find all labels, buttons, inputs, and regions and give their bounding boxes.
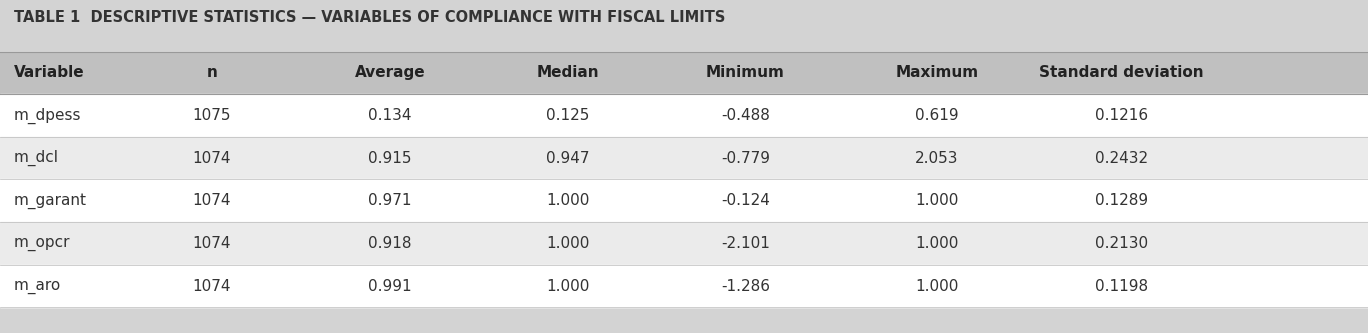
Text: 1.000: 1.000 (915, 236, 959, 251)
Bar (0, 94, 1368, 137)
Text: 0.1216: 0.1216 (1096, 108, 1148, 123)
Text: 0.947: 0.947 (546, 151, 590, 166)
Text: 0.991: 0.991 (368, 278, 412, 294)
Text: 0.918: 0.918 (368, 236, 412, 251)
Text: 0.1289: 0.1289 (1096, 193, 1148, 208)
Bar (0, 137, 1368, 179)
Text: Minimum: Minimum (706, 65, 785, 81)
Bar (0, 52, 1368, 307)
Text: 1.000: 1.000 (915, 193, 959, 208)
Text: 0.2130: 0.2130 (1096, 236, 1148, 251)
Text: 2.053: 2.053 (915, 151, 959, 166)
Text: 0.915: 0.915 (368, 151, 412, 166)
Text: 0.1198: 0.1198 (1096, 278, 1148, 294)
Text: 0.2432: 0.2432 (1096, 151, 1148, 166)
Text: 0.619: 0.619 (915, 108, 959, 123)
Text: 0.971: 0.971 (368, 193, 412, 208)
Text: 1074: 1074 (193, 278, 231, 294)
Text: TABLE 1  DESCRIPTIVE STATISTICS — VARIABLES OF COMPLIANCE WITH FISCAL LIMITS: TABLE 1 DESCRIPTIVE STATISTICS — VARIABL… (14, 10, 725, 25)
Text: 0.125: 0.125 (546, 108, 590, 123)
Text: -2.101: -2.101 (721, 236, 770, 251)
Text: 0.134: 0.134 (368, 108, 412, 123)
Text: 1.000: 1.000 (546, 236, 590, 251)
Text: -0.779: -0.779 (721, 151, 770, 166)
Text: m_dcl: m_dcl (14, 150, 59, 166)
Text: -1.286: -1.286 (721, 278, 770, 294)
Text: Variable: Variable (14, 65, 85, 81)
Text: Average: Average (354, 65, 425, 81)
Bar (0, 222, 1368, 265)
Text: 1.000: 1.000 (915, 278, 959, 294)
Text: 1.000: 1.000 (546, 193, 590, 208)
Text: 1074: 1074 (193, 236, 231, 251)
Text: 1075: 1075 (193, 108, 231, 123)
Text: -0.124: -0.124 (721, 193, 770, 208)
Text: Maximum: Maximum (896, 65, 978, 81)
Bar (0, 265, 1368, 307)
Text: m_aro: m_aro (14, 278, 62, 294)
Bar (0, 52, 1368, 94)
Bar (0, 179, 1368, 222)
Text: m_dpess: m_dpess (14, 108, 81, 124)
Text: 1074: 1074 (193, 193, 231, 208)
Text: n: n (207, 65, 218, 81)
Text: 1074: 1074 (193, 151, 231, 166)
Text: -0.488: -0.488 (721, 108, 770, 123)
Text: Median: Median (536, 65, 599, 81)
Text: m_opcr: m_opcr (14, 236, 70, 251)
Text: Standard deviation: Standard deviation (1040, 65, 1204, 81)
Text: 1.000: 1.000 (546, 278, 590, 294)
Text: m_garant: m_garant (14, 193, 86, 209)
